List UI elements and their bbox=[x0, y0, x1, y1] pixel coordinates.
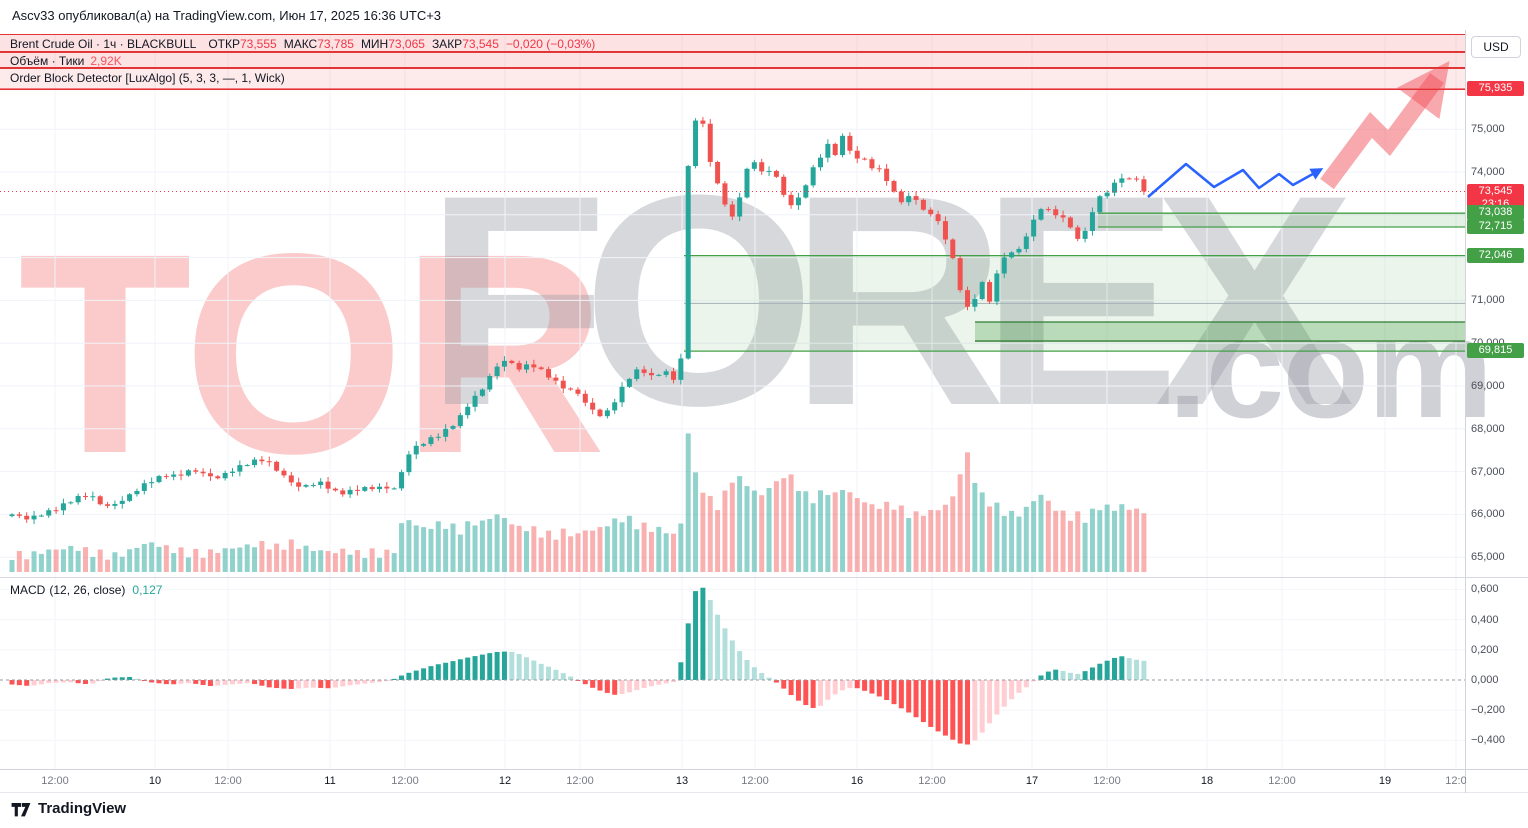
orderblock-title[interactable]: Order Block Detector [LuxAlgo] (5, 3, 3,… bbox=[10, 71, 285, 85]
macd-scale-label: 0,000 bbox=[1471, 674, 1499, 686]
time-label: 11 bbox=[324, 775, 336, 787]
price-label: 66,000 bbox=[1471, 508, 1505, 521]
time-label: 12:00 bbox=[918, 775, 946, 787]
close-value: 73,545 bbox=[462, 37, 499, 51]
macd-scale-label: −0,200 bbox=[1471, 704, 1505, 717]
time-label: 18 bbox=[1200, 775, 1214, 787]
volume-bars bbox=[9, 433, 1147, 572]
macd-scale-label: 0,200 bbox=[1471, 643, 1499, 656]
high-value: 73,785 bbox=[317, 37, 354, 51]
highlight-stripe-symbol-row bbox=[0, 34, 1465, 53]
time-label: 12 bbox=[498, 775, 512, 787]
highlight-stripe-orderblock-row bbox=[0, 67, 1465, 90]
publication-bar: Ascv33 опубликовал(а) на TradingView.com… bbox=[0, 0, 1528, 30]
price-label: 75,000 bbox=[1471, 123, 1505, 136]
symbol-title[interactable]: Brent Crude Oil · 1ч · BLACKBULL bbox=[10, 37, 197, 51]
time-label: 12:00 bbox=[1093, 775, 1121, 787]
low-value: 73,065 bbox=[388, 37, 425, 51]
time-axis[interactable]: 12:00 10 12:00 11 12:00 12 12:00 13 12:00 16 12:00… bbox=[0, 770, 1466, 793]
orderblock-legend[interactable]: Order Block Detector [LuxAlgo] (5, 3, 3,… bbox=[10, 71, 285, 85]
time-label: 12:0 bbox=[1445, 775, 1466, 787]
macd-scale-label: 0,400 bbox=[1471, 613, 1499, 626]
projection-arrow bbox=[1147, 162, 1324, 198]
macd-scale-label: −0,400 bbox=[1471, 734, 1505, 747]
macd-legend[interactable]: MACD (12, 26, close) 0,127 bbox=[10, 583, 162, 597]
volume-value: 2,92K bbox=[90, 54, 122, 68]
macd-value: 0,127 bbox=[132, 583, 163, 597]
pane-separators bbox=[0, 30, 1528, 793]
macd-params: (12, 26, close) bbox=[49, 583, 126, 597]
low-label: МИН bbox=[360, 37, 389, 51]
time-label: 12:00 bbox=[1268, 775, 1296, 787]
marked-price-label: 73,038 bbox=[1467, 205, 1524, 221]
time-label: 16 bbox=[850, 775, 864, 787]
symbol-legend[interactable]: Brent Crude Oil · 1ч · BLACKBULL ОТКР73,5… bbox=[10, 37, 595, 51]
highlight-stripe-volume-row bbox=[0, 51, 1465, 69]
currency-button[interactable]: USD bbox=[1471, 36, 1521, 58]
price-label: 67,000 bbox=[1471, 465, 1505, 478]
candles bbox=[9, 117, 1147, 525]
marked-price-label: 69,815 bbox=[1467, 343, 1524, 359]
marked-price-label: 75,935 bbox=[1467, 81, 1524, 97]
publication-text: Ascv33 опубликовал(а) на TradingView.com… bbox=[12, 7, 442, 23]
close-label: ЗАКР bbox=[431, 37, 463, 51]
watermark-trend-arrow bbox=[1320, 61, 1450, 190]
open-label: ОТКР bbox=[208, 37, 240, 51]
macd-histogram bbox=[0, 587, 1465, 745]
marked-price-label: 72,046 bbox=[1467, 247, 1524, 263]
price-label: 69,000 bbox=[1471, 380, 1505, 392]
macd-scale-label: 0,600 bbox=[1471, 583, 1499, 596]
price-label: 71,000 bbox=[1471, 294, 1505, 307]
volume-title[interactable]: Объём · Тики bbox=[10, 54, 85, 68]
time-label: 12:00 bbox=[41, 775, 69, 787]
time-label: 13 bbox=[675, 775, 689, 787]
marked-price-label: 72,715 bbox=[1467, 219, 1524, 234]
macd-title[interactable]: MACD bbox=[10, 583, 46, 597]
volume-legend[interactable]: Объём · Тики 2,92K bbox=[10, 54, 122, 68]
grid bbox=[0, 35, 1465, 770]
time-label: 19 bbox=[1378, 775, 1392, 787]
time-label: 17 bbox=[1025, 775, 1039, 787]
open-value: 73,555 bbox=[240, 37, 277, 51]
time-label: 10 bbox=[148, 775, 162, 787]
price-label: 65,000 bbox=[1471, 551, 1505, 564]
price-label: 74,000 bbox=[1471, 166, 1505, 178]
price-level-lines bbox=[0, 88, 1465, 192]
price-scale[interactable]: 75,00074,00071,00070,00069,00068,00067,0… bbox=[1465, 30, 1528, 770]
time-label: 12:00 bbox=[391, 775, 419, 787]
time-label: 12:00 bbox=[566, 775, 594, 787]
tradingview-logo-icon bbox=[10, 799, 32, 818]
time-label: 12:00 bbox=[214, 775, 242, 787]
time-label: 12:00 bbox=[741, 775, 769, 787]
high-label: МАКС bbox=[283, 37, 318, 51]
tradingview-logo-text: TradingView bbox=[38, 800, 127, 817]
tradingview-logo[interactable]: TradingView bbox=[10, 799, 126, 818]
order-block-zones bbox=[684, 212, 1465, 352]
price-label: 68,000 bbox=[1471, 422, 1505, 435]
change-value: −0,020 (−0,03%) bbox=[505, 37, 596, 51]
